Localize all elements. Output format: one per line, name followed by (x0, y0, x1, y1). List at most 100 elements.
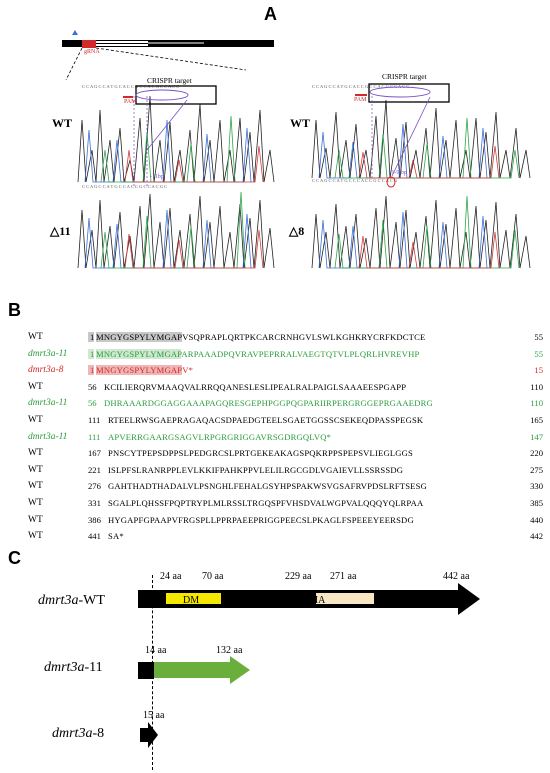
sequence-residues: V* (182, 365, 194, 376)
panel-b-letter: B (8, 300, 21, 320)
sequence-start: 1 (88, 332, 95, 342)
sequence-end: 110 (530, 381, 543, 392)
chromatogram-del11 (77, 191, 275, 269)
dm-domain (166, 593, 221, 604)
alignment-row: dmrt3a-11 1 MNGYGSPYLYMGAPARPAAADPQVRAVPEP… (28, 348, 543, 366)
sequence-residues: APVERRGAARGSAGVLRPGRGRIGGAVRSGDRGQLVQ* (108, 431, 332, 442)
sequence-residues: VSQPRAPLQRTPKCARCRNHGVLSWLKGHKRYCRFKDCTC… (182, 332, 426, 342)
sequence-end: 165 (530, 414, 543, 425)
mut11-protein-arrow (138, 656, 250, 684)
svg-text:C C A G C C A T G C A C C G C: C C A G C C A T G C A C C G C C A C G C … (312, 84, 409, 89)
grna-label: gRNA (84, 49, 100, 55)
sequence-residues: SGALPLQHSSFPQPTRYPLMLRSSLTRGQSPFVHSDVALW… (108, 497, 424, 508)
pam-label-left: PAM (124, 99, 137, 105)
sequence-name: WT (28, 381, 43, 392)
conserved-region: MNGYGSPYLYMGAP (96, 332, 183, 342)
sequence-end: 442 (530, 531, 543, 542)
wt-row-label: dmrt3a-WT (38, 593, 105, 608)
alignment-row: WT 331 SGALPLQHSSFPQPTRYPLMLRSSLTRGQSPFVHS… (28, 498, 543, 515)
dma-domain (316, 593, 374, 604)
mut8-aa-15: 15 aa (143, 710, 165, 721)
sequence-name: dmrt3a-11 (28, 431, 68, 442)
sequence-end: 55 (534, 348, 543, 359)
sequence-residues: RTEELRWSGAEPRAGAQACSDPAEDGTEELSGAETGGSSC… (108, 414, 424, 425)
pam-label-right: PAM (354, 97, 367, 103)
del11-annotation: -11bp (150, 174, 164, 180)
alignment-row: WT 221 ISLPFSLRANRPPLEVLKKIFPAHKPPVLELILRG… (28, 465, 543, 482)
alignment-row: dmrt3a-11 111 APVERRGAARGSAGVLRPGRGRIGGAVR… (28, 432, 543, 449)
sequence-residues: DHRAAARDGGAGGAAAPAGQRESGEPHPGGPQGPARIIRP… (104, 398, 433, 409)
sequence-name: WT (28, 531, 43, 542)
sequence-name: WT (28, 414, 43, 425)
sequence-residues: HYGAPFGPAAPVFRGSPLLPPRPAEEPRIGGPEECSLPKA… (108, 514, 414, 525)
sequence-name: WT (28, 481, 43, 492)
alignment-row: WT 386 HYGAPFGPAAPVFRGSPLLPPRPAEEPRIGGPEEC… (28, 515, 543, 532)
alignment-row: WT 276 GAHTHADTHADALVLPSNGHLFEHALGSYHPSPAK… (28, 481, 543, 498)
sequence-start: 276 (88, 481, 101, 492)
alignment-row: WT 56 KCILIERQRVMAAQVALRRQQANESLESLIPEALRA… (28, 382, 543, 399)
mut8-row-label: dmrt3a-8 (52, 726, 105, 741)
sequence-start: 331 (88, 497, 101, 508)
del8-label: △8 (289, 224, 305, 238)
alignment-row: WT 111 RTEELRWSGAEPRAGAQACSDPAEDGTEELSGAET… (28, 415, 543, 432)
sequence-end: 275 (530, 464, 543, 475)
wt-label-left: WT (52, 116, 73, 130)
sequence-name: WT (28, 464, 43, 475)
crispr-target-label-right: CRISPR target (382, 72, 427, 81)
sequence-start: 1 (88, 348, 95, 359)
sequence-end: 110 (530, 398, 543, 409)
dm-label: DM (183, 595, 200, 606)
sequence-name: WT (28, 514, 43, 525)
sequence-end: 220 (530, 448, 543, 459)
sequence-name: WT (28, 497, 43, 508)
sequence-start: 56 (88, 398, 97, 409)
sequence-alignment: WT 1 MNGYGSPYLYMGAPVSQPRAPLQRTPKCARCRNHGVL… (28, 332, 543, 548)
alignment-row: dmrt3a-11 56 DHRAAARDGGAGGAAAPAGQRESGEPHPG… (28, 398, 543, 415)
sequence-start: 56 (88, 381, 97, 392)
mut11-row-label: dmrt3a-11 (44, 660, 103, 675)
sequence-end: 15 (534, 365, 543, 376)
wt-label-right: WT (290, 116, 311, 130)
mut8-protein-arrow (140, 722, 158, 748)
svg-text:C C A G C C A T G C A C C G C: C C A G C C A T G C A C C G C C A C G C … (82, 84, 179, 89)
panel-a-graphics: C C A G C C A T G C A C C G C C A C G C … (62, 30, 531, 269)
grna-site (82, 40, 96, 48)
alignment-row: WT 167 PNSCYTPEPSDPPSLPEDGRCSLPRTGEKEAKAGS… (28, 448, 543, 465)
panel-c-letter: C (8, 548, 21, 568)
sequence-end: 330 (530, 481, 543, 492)
alignment-row: dmrt3a-8 1 MNGYGSPYLYMGAPV* 15 (28, 365, 543, 382)
alignment-row: WT 1 MNGYGSPYLYMGAPVSQPRAPLQRTPKCARCRNHGVL… (28, 332, 543, 349)
wt-protein-arrow (138, 583, 480, 615)
chromatogram-del8 (311, 195, 531, 269)
sequence-residues: ISLPFSLRANRPPLEVLKKIFPAHKPPVLELILRGCGDLV… (108, 464, 404, 475)
sequence-name: WT (28, 332, 43, 342)
conserved-region: MNGYGSPYLYMGAP (96, 365, 183, 376)
mut11-aa-14: 14 aa (145, 645, 167, 656)
sequence-residues: ARPAAADPQVRAVPEPRRALVAEGTQTVLPLQRLHVREVH… (181, 348, 420, 359)
conserved-region: MNGYGSPYLYMGAP (96, 348, 182, 359)
sequence-start: 111 (88, 431, 101, 442)
sequence-start: 111 (88, 414, 101, 425)
sequence-end: 55 (534, 332, 543, 342)
chromatogram-wt-right (311, 99, 531, 179)
sequence-start: 386 (88, 514, 101, 525)
sequence-name: dmrt3a-11 (28, 398, 68, 409)
sequence-name: WT (28, 448, 43, 459)
sequence-residues: SA* (108, 531, 124, 542)
mut11-aa-132: 132 aa (216, 645, 243, 656)
panel-a-letter: A (264, 4, 277, 24)
sequence-name: dmrt3a-11 (28, 348, 68, 359)
crispr-target-label-left: CRISPR target (147, 76, 192, 85)
sequence-residues: KCILIERQRVMAAQVALRRQQANESLESLIPEALRALPAI… (104, 381, 407, 392)
sequence-end: 385 (530, 497, 543, 508)
dma-label: DMA (302, 595, 326, 606)
del8-annotation: +1-9 bp (388, 170, 407, 176)
sequence-end: 440 (530, 514, 543, 525)
wt-aa-24: 24 aa (160, 571, 182, 582)
chromatogram-wt-left (77, 95, 275, 183)
sequence-start: 221 (88, 464, 101, 475)
sequence-start: 1 (88, 365, 95, 376)
sequence-residues: PNSCYTPEPSDPPSLPEDGRCSLPRTGEKEAKAGSPQKRP… (108, 448, 413, 459)
sequence-name: dmrt3a-8 (28, 365, 64, 376)
